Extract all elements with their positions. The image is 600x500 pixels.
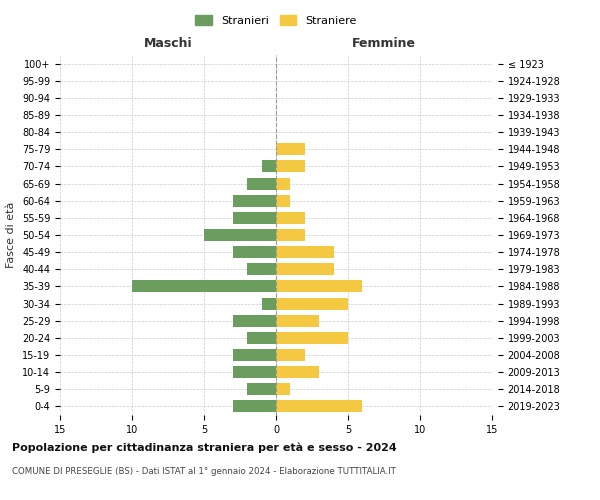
Bar xyxy=(276,144,305,156)
Bar xyxy=(276,332,348,344)
Bar xyxy=(233,400,276,412)
Legend: Stranieri, Straniere: Stranieri, Straniere xyxy=(191,10,361,30)
Bar xyxy=(132,280,276,292)
Bar xyxy=(276,160,305,172)
Bar xyxy=(262,160,276,172)
Bar xyxy=(276,280,362,292)
Bar xyxy=(276,246,334,258)
Bar xyxy=(233,366,276,378)
Bar xyxy=(276,178,290,190)
Text: Maschi: Maschi xyxy=(143,37,193,50)
Bar xyxy=(276,298,348,310)
Bar xyxy=(233,212,276,224)
Bar xyxy=(276,349,305,361)
Bar xyxy=(276,212,305,224)
Bar xyxy=(233,314,276,326)
Bar xyxy=(276,264,334,276)
Bar xyxy=(276,384,290,396)
Bar xyxy=(276,194,290,206)
Bar xyxy=(247,332,276,344)
Bar xyxy=(247,178,276,190)
Bar xyxy=(247,384,276,396)
Bar xyxy=(276,229,305,241)
Text: Popolazione per cittadinanza straniera per età e sesso - 2024: Popolazione per cittadinanza straniera p… xyxy=(12,442,397,453)
Bar xyxy=(204,229,276,241)
Bar xyxy=(276,366,319,378)
Bar xyxy=(276,314,319,326)
Text: COMUNE DI PRESEGLIE (BS) - Dati ISTAT al 1° gennaio 2024 - Elaborazione TUTTITAL: COMUNE DI PRESEGLIE (BS) - Dati ISTAT al… xyxy=(12,468,396,476)
Bar xyxy=(276,400,362,412)
Bar xyxy=(233,246,276,258)
Bar xyxy=(233,194,276,206)
Y-axis label: Fasce di età: Fasce di età xyxy=(7,202,16,268)
Bar xyxy=(233,349,276,361)
Bar xyxy=(262,298,276,310)
Bar xyxy=(247,264,276,276)
Text: Femmine: Femmine xyxy=(352,37,416,50)
